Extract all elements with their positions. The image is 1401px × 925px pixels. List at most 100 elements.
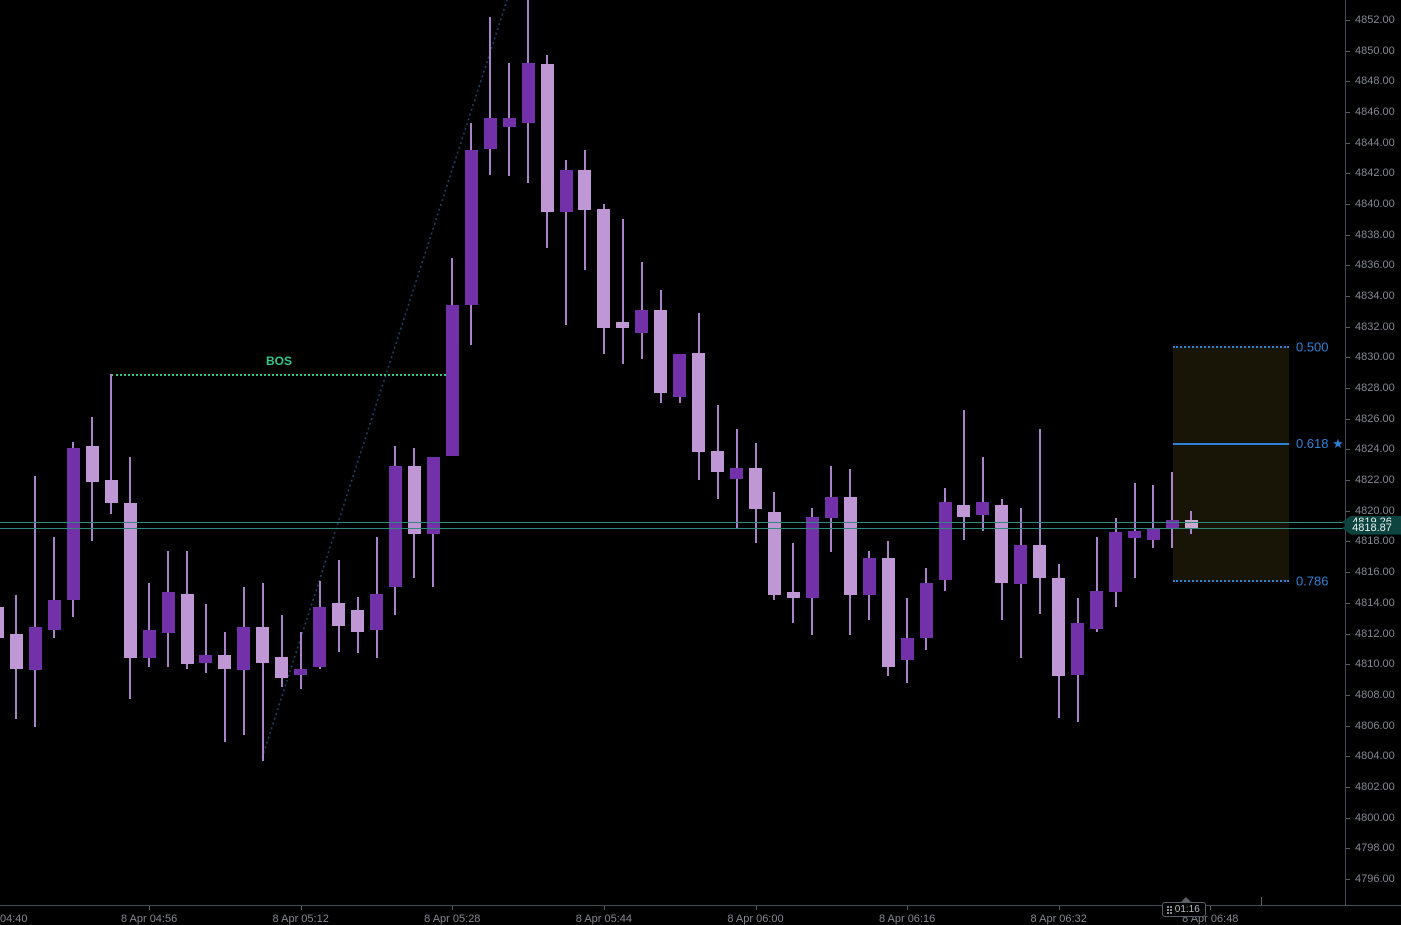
price-tick-mark bbox=[1346, 111, 1350, 113]
price-tick-mark bbox=[1346, 50, 1350, 52]
time-tick-label: 8 Apr 05:12 bbox=[272, 913, 329, 925]
candle bbox=[881, 558, 895, 668]
price-tick-mark bbox=[1346, 817, 1350, 819]
price-tick-mark bbox=[1346, 725, 1350, 727]
candle bbox=[313, 607, 327, 668]
candle bbox=[843, 496, 857, 596]
time-axis[interactable]: 04:40 8 Apr 04:56 8 Apr 05:12 8 Apr 05:28 8 … bbox=[0, 897, 1401, 925]
candle bbox=[1184, 519, 1198, 528]
candle bbox=[9, 633, 23, 669]
time-tick-label: 8 Apr 06:00 bbox=[727, 913, 784, 925]
candle-wick bbox=[962, 409, 965, 540]
candle-wick bbox=[223, 631, 226, 743]
price-tick-label: 4806.00 bbox=[1355, 719, 1395, 732]
candle bbox=[237, 627, 251, 671]
candle bbox=[1090, 590, 1104, 629]
candle-wick bbox=[261, 582, 264, 761]
candle bbox=[1071, 622, 1085, 675]
price-tick-mark bbox=[1346, 480, 1350, 482]
price-tick-label: 4820.00 bbox=[1355, 504, 1395, 517]
candle bbox=[104, 480, 118, 504]
price-tick-label: 4816.00 bbox=[1355, 566, 1395, 579]
time-tick-label: 8 Apr 05:44 bbox=[575, 913, 633, 925]
candle bbox=[862, 558, 876, 596]
drag-grip-icon bbox=[1166, 906, 1169, 908]
price-tick-label: 4832.00 bbox=[1355, 320, 1395, 333]
candle bbox=[824, 496, 838, 519]
bos-line[interactable] bbox=[111, 374, 450, 377]
fib-level-label: 0.786 bbox=[1295, 573, 1329, 589]
price-tick-label: 4802.00 bbox=[1355, 780, 1395, 793]
candle bbox=[370, 593, 383, 631]
candle bbox=[161, 592, 175, 634]
countdown-text: 01:16 bbox=[1174, 904, 1200, 915]
candle bbox=[730, 467, 744, 479]
price-tick-label: 4826.00 bbox=[1355, 412, 1395, 425]
candle-wick bbox=[110, 374, 113, 514]
candle-wick bbox=[53, 536, 56, 639]
price-tick-mark bbox=[1346, 142, 1350, 144]
price-tick-mark bbox=[1346, 388, 1350, 390]
candle bbox=[351, 610, 365, 632]
price-tick-mark bbox=[1346, 19, 1350, 21]
price-tick-mark bbox=[1346, 234, 1350, 236]
candle bbox=[635, 309, 649, 333]
candle bbox=[218, 654, 232, 669]
candle bbox=[1146, 529, 1160, 540]
time-tick-mark bbox=[300, 906, 302, 910]
countdown-label[interactable]: 01:16 bbox=[1161, 902, 1206, 917]
chart-plot-area[interactable]: 0.500 0.618 ★ 0.786 BOS bbox=[0, 0, 1345, 905]
candle bbox=[521, 62, 535, 123]
price-tick-label: 4850.00 bbox=[1355, 44, 1395, 57]
candle bbox=[483, 118, 497, 149]
trendline-drawing[interactable] bbox=[0, 0, 1345, 905]
candle bbox=[199, 654, 213, 663]
candle-wick bbox=[34, 475, 37, 728]
fib-retracement-box[interactable] bbox=[1172, 346, 1289, 581]
candle bbox=[900, 638, 914, 660]
fib-level-line[interactable] bbox=[1172, 345, 1289, 348]
candle bbox=[180, 593, 194, 665]
candle bbox=[502, 118, 516, 128]
candle bbox=[1052, 578, 1066, 677]
candle bbox=[256, 627, 270, 663]
price-tick-label: 4848.00 bbox=[1355, 75, 1395, 88]
price-tick-label: 4852.00 bbox=[1355, 13, 1395, 26]
candle bbox=[711, 450, 725, 473]
candle bbox=[1014, 544, 1028, 585]
candle-wick bbox=[299, 631, 302, 689]
price-tick-label: 4834.00 bbox=[1355, 290, 1395, 303]
candle bbox=[123, 503, 137, 659]
price-tick-mark bbox=[1346, 602, 1350, 604]
candle bbox=[142, 630, 156, 659]
price-tick-label: 4836.00 bbox=[1355, 259, 1395, 272]
time-tick-mark bbox=[907, 906, 909, 910]
candle-wick bbox=[565, 159, 567, 326]
candle bbox=[1109, 532, 1123, 593]
time-tick-mark bbox=[1058, 906, 1060, 910]
price-tick-label: 4844.00 bbox=[1355, 136, 1395, 149]
axis-range-tick bbox=[1261, 897, 1262, 905]
price-axis[interactable]: 4852.00 4850.00 4848.00 4846.00 4844.00 4842.… bbox=[1342, 0, 1401, 905]
candle-wick bbox=[489, 16, 492, 175]
fib-level-line[interactable] bbox=[1172, 579, 1289, 582]
current-price-line bbox=[0, 528, 1345, 530]
candle-wick bbox=[204, 604, 207, 674]
candle bbox=[85, 446, 99, 482]
time-tick-mark bbox=[603, 906, 605, 910]
candle bbox=[66, 447, 80, 600]
price-tick-mark bbox=[1346, 204, 1350, 205]
price-tick-mark bbox=[1346, 81, 1350, 83]
price-tick-mark bbox=[1346, 756, 1350, 758]
candle-wick bbox=[981, 457, 984, 531]
candle-wick bbox=[148, 582, 151, 668]
current-price-badge: 4818.87 bbox=[1342, 521, 1401, 535]
candle bbox=[559, 170, 573, 212]
time-tick-mark bbox=[755, 906, 757, 910]
candle bbox=[426, 457, 440, 534]
price-tick-label: 4804.00 bbox=[1355, 750, 1395, 763]
countdown-caret-icon bbox=[1179, 897, 1192, 903]
price-tick-mark bbox=[1346, 633, 1350, 635]
price-tick-mark bbox=[1346, 572, 1350, 574]
fib-level-line[interactable] bbox=[1172, 443, 1289, 446]
